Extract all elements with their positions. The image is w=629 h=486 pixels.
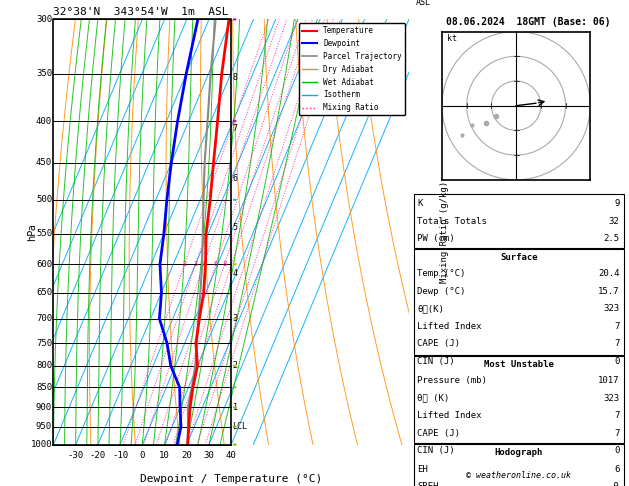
Text: 0: 0 <box>614 446 620 455</box>
Text: 450: 450 <box>36 158 52 167</box>
Text: CIN (J): CIN (J) <box>417 446 455 455</box>
Text: 8: 8 <box>233 73 238 83</box>
Text: θᴄ(K): θᴄ(K) <box>417 304 444 313</box>
Text: 1017: 1017 <box>598 376 620 385</box>
Text: 08.06.2024  18GMT (Base: 06): 08.06.2024 18GMT (Base: 06) <box>446 17 611 27</box>
Text: 300: 300 <box>36 15 52 24</box>
Text: 6: 6 <box>214 261 218 267</box>
Text: © weatheronline.co.uk: © weatheronline.co.uk <box>467 471 571 480</box>
Text: CIN (J): CIN (J) <box>417 357 455 366</box>
Text: 700: 700 <box>36 314 52 323</box>
Text: SREH: SREH <box>417 482 438 486</box>
Text: 2: 2 <box>233 362 238 370</box>
Text: -10: -10 <box>112 451 128 460</box>
Text: kt: kt <box>447 35 457 43</box>
Text: -20: -20 <box>90 451 106 460</box>
Text: 7: 7 <box>614 322 620 331</box>
Text: 9: 9 <box>614 199 620 208</box>
Text: 15.7: 15.7 <box>598 287 620 296</box>
Text: 350: 350 <box>36 69 52 78</box>
Text: Most Unstable: Most Unstable <box>484 360 554 369</box>
Text: 7: 7 <box>614 339 620 348</box>
Text: 850: 850 <box>36 383 52 392</box>
Text: 32: 32 <box>609 217 620 226</box>
Text: km
ASL: km ASL <box>416 0 431 7</box>
Text: 0: 0 <box>140 451 145 460</box>
Text: 800: 800 <box>36 362 52 370</box>
Text: 950: 950 <box>36 422 52 431</box>
Text: 650: 650 <box>36 288 52 297</box>
Text: θᴄ (K): θᴄ (K) <box>417 394 449 403</box>
Text: EH: EH <box>417 465 428 474</box>
Text: Dewpoint / Temperature (°C): Dewpoint / Temperature (°C) <box>140 474 322 485</box>
Text: 40: 40 <box>226 451 237 460</box>
Text: 323: 323 <box>603 304 620 313</box>
Text: -0: -0 <box>609 482 620 486</box>
Text: K: K <box>417 199 423 208</box>
Text: 8: 8 <box>223 261 226 267</box>
Text: CAPE (J): CAPE (J) <box>417 429 460 438</box>
Text: 500: 500 <box>36 195 52 205</box>
Text: 750: 750 <box>36 339 52 347</box>
Text: 600: 600 <box>36 260 52 269</box>
Legend: Temperature, Dewpoint, Parcel Trajectory, Dry Adiabat, Wet Adiabat, Isotherm, Mi: Temperature, Dewpoint, Parcel Trajectory… <box>299 23 405 115</box>
Text: Surface: Surface <box>500 253 538 262</box>
Text: Mixing Ratio (g/kg): Mixing Ratio (g/kg) <box>440 181 449 283</box>
Text: 7: 7 <box>614 429 620 438</box>
Text: 5: 5 <box>233 223 238 231</box>
Text: 2.5: 2.5 <box>603 234 620 243</box>
Text: Lifted Index: Lifted Index <box>417 411 482 420</box>
Text: 0: 0 <box>614 357 620 366</box>
Text: 3: 3 <box>233 314 238 323</box>
Text: 323: 323 <box>603 394 620 403</box>
Text: Lifted Index: Lifted Index <box>417 322 482 331</box>
Text: 7: 7 <box>614 411 620 420</box>
Text: LCL: LCL <box>233 422 248 431</box>
Text: -30: -30 <box>67 451 84 460</box>
Text: 1: 1 <box>233 403 238 412</box>
Text: hPa: hPa <box>27 223 37 241</box>
Text: 6: 6 <box>614 465 620 474</box>
Text: 900: 900 <box>36 403 52 412</box>
Text: Dewp (°C): Dewp (°C) <box>417 287 465 296</box>
Text: 400: 400 <box>36 117 52 125</box>
Text: 2: 2 <box>182 261 187 267</box>
Text: Hodograph: Hodograph <box>495 448 543 457</box>
Text: Pressure (mb): Pressure (mb) <box>417 376 487 385</box>
Text: 1000: 1000 <box>31 440 52 449</box>
Text: 20: 20 <box>181 451 192 460</box>
Text: 550: 550 <box>36 229 52 238</box>
Text: 6: 6 <box>233 174 238 183</box>
Text: Totals Totals: Totals Totals <box>417 217 487 226</box>
Text: 20.4: 20.4 <box>598 269 620 278</box>
Text: 7: 7 <box>233 123 238 133</box>
Text: 4: 4 <box>233 269 238 278</box>
Text: 4: 4 <box>202 261 206 267</box>
Text: CAPE (J): CAPE (J) <box>417 339 460 348</box>
Text: 3: 3 <box>194 261 198 267</box>
Text: 32°38'N  343°54'W  1m  ASL: 32°38'N 343°54'W 1m ASL <box>53 7 229 17</box>
Text: 30: 30 <box>204 451 214 460</box>
Text: PW (cm): PW (cm) <box>417 234 455 243</box>
Text: 10: 10 <box>159 451 170 460</box>
Text: Temp (°C): Temp (°C) <box>417 269 465 278</box>
